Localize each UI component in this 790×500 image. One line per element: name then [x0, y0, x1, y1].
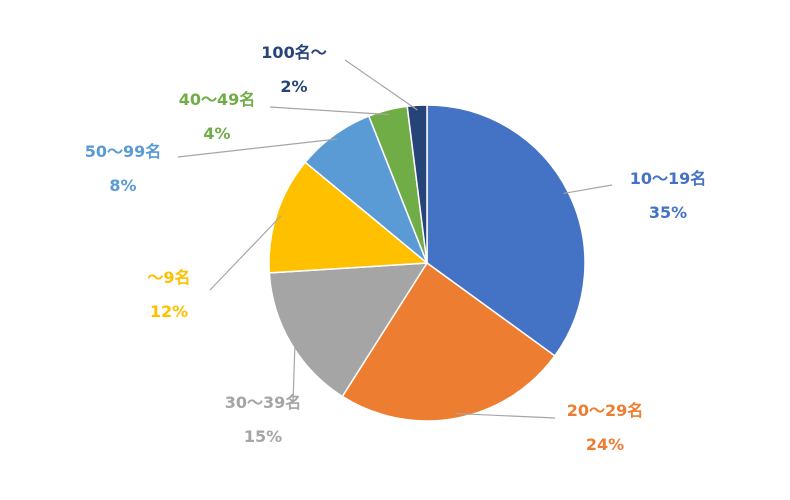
slice-category-label-4: 〜9名	[147, 268, 190, 287]
slice-labels: 10〜19名 35% 20〜29名 24% 30〜39名 15% 〜9名 12% 50〜99名 8…	[85, 43, 707, 454]
slice-category-label-1: 10〜19名	[630, 169, 707, 188]
slice-percent-label-6: 4%	[203, 124, 230, 143]
slice-percent-label-4: 12%	[150, 302, 188, 321]
pie-slice-3	[268, 262, 429, 398]
pie-slice-1	[426, 104, 586, 357]
slice-category-label-2: 20〜29名	[567, 401, 644, 420]
pie-slice-7	[406, 104, 428, 264]
slice-category-label-7: 100名〜	[261, 43, 326, 62]
leader-lines	[177, 59, 613, 419]
leader-line-2	[455, 412, 556, 419]
leader-line-7	[344, 59, 418, 111]
leader-line-1	[563, 184, 613, 195]
leader-line-4	[209, 215, 282, 291]
leader-line-6	[269, 106, 389, 116]
slice-percent-label-2: 24%	[586, 435, 624, 454]
slice-percent-label-1: 35%	[649, 203, 687, 222]
slice-category-label-3: 30〜39名	[225, 393, 302, 412]
slice-percent-label-5: 8%	[109, 176, 136, 195]
slice-category-label-5: 50〜99名	[85, 142, 162, 161]
leader-line-5	[177, 138, 337, 158]
leader-line-3	[292, 340, 296, 404]
slice-category-label-6: 40〜49名	[179, 90, 256, 109]
pie-slice-4	[268, 161, 429, 274]
slice-percent-label-3: 15%	[244, 427, 282, 446]
pie-slice-2	[341, 261, 556, 422]
slice-percent-label-7: 2%	[280, 77, 307, 96]
pie-slices	[268, 104, 586, 422]
